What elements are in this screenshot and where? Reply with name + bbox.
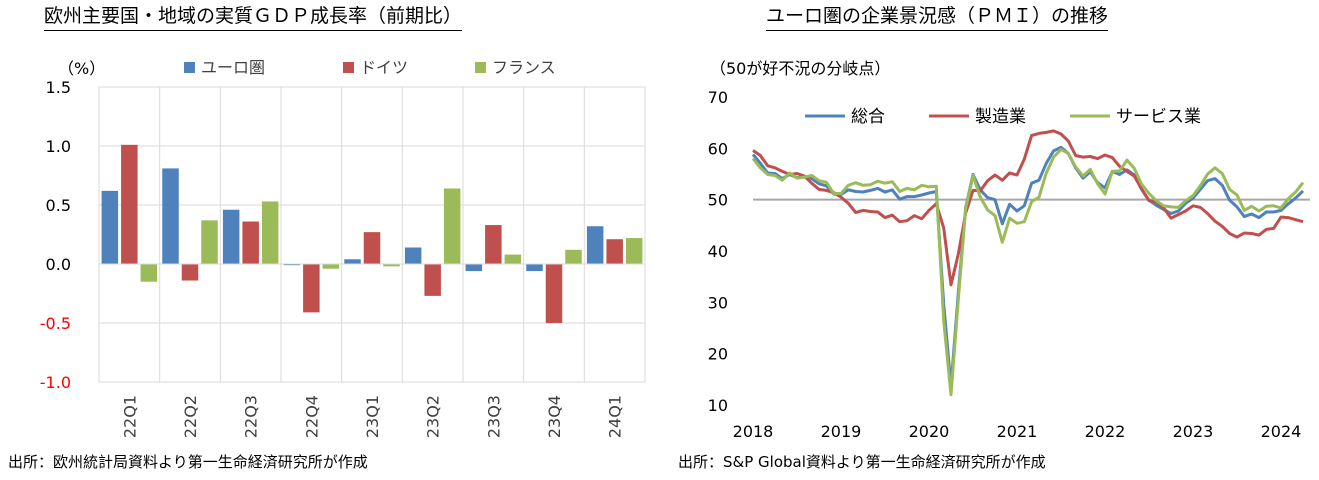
- legend-label: フランス: [492, 58, 556, 77]
- x-category-label: 24Q1: [606, 395, 625, 438]
- legend-swatch: [343, 62, 354, 73]
- bar: [261, 201, 279, 264]
- x-tick-label: 2018: [733, 422, 774, 441]
- bar: [283, 264, 301, 266]
- pmi-source-note: 出所：S&P Global資料より第一生命経済研究所が作成: [678, 453, 1046, 471]
- y-tick-label: 20: [708, 345, 728, 364]
- legend-swatch: [184, 62, 195, 73]
- y-tick-label: 0.5: [46, 196, 71, 215]
- legend-swatch: [475, 62, 486, 73]
- x-category-label: 23Q3: [484, 395, 503, 438]
- x-category-label: 22Q1: [120, 395, 139, 438]
- x-tick-label: 2020: [909, 422, 950, 441]
- bar: [383, 264, 400, 267]
- pmi-line-chart: 70 60 50 40 30 20 10 （50が好不況の分岐点） 2018 2019 2020 20…: [708, 59, 1310, 441]
- y-tick-label: 10: [708, 396, 728, 415]
- legend-label: ドイツ: [360, 58, 408, 77]
- legend-label: サービス業: [1116, 107, 1201, 127]
- x-tick-label: 2023: [1173, 422, 1214, 441]
- bar: [242, 221, 259, 264]
- x-tick-label: 2021: [997, 422, 1038, 441]
- bar: [586, 226, 604, 264]
- x-category-label: 22Q2: [181, 395, 200, 438]
- legend-label: ユーロ圏: [201, 58, 265, 77]
- y-tick-label: 40: [708, 242, 728, 261]
- y-tick-label: 0.0: [46, 255, 71, 274]
- gdp-chart-title: 欧州主要国・地域の実質ＧＤＰ成長率（前期比）: [44, 4, 463, 31]
- y-tick-label: 70: [708, 88, 728, 107]
- bar: [485, 225, 502, 264]
- bar: [121, 144, 138, 264]
- gdp-source-note: 出所：欧州統計局資料より第一生命経済研究所が作成: [8, 453, 368, 471]
- series-line: [752, 129, 1304, 287]
- y-tick-label: -1.0: [40, 373, 71, 392]
- y-tick-label: 30: [708, 293, 728, 312]
- pmi-chart-title: ユーロ圏の企業景況感（ＰＭＩ）の推移: [766, 4, 1109, 31]
- legend-label: 総合: [851, 107, 885, 127]
- gdp-growth-panel: 欧州主要国・地域の実質ＧＤＰ成長率（前期比） 1.5 1.0 0.5 0.0 -0.5 -…: [8, 4, 646, 471]
- series-line: [751, 145, 1305, 388]
- x-category-label: 22Q4: [302, 395, 321, 438]
- y-tick-label: -0.5: [40, 314, 71, 333]
- bar: [565, 249, 582, 264]
- bar: [181, 264, 199, 281]
- bar: [404, 247, 422, 264]
- bar: [140, 264, 158, 282]
- y-tick-label: 1.0: [46, 137, 71, 156]
- x-category-label: 23Q4: [545, 395, 564, 438]
- bar: [363, 232, 381, 264]
- gdp-bar-chart: 1.5 1.0 0.5 0.0 -0.5 -1.0 （%） 22Q1 22Q2 22Q3 22Q4 2…: [40, 58, 646, 438]
- bar: [504, 254, 522, 264]
- pmi-panel: ユーロ圏の企業景況感（ＰＭＩ）の推移 70 60 50 40 30 20 10 （50が好不況…: [660, 0, 1319, 480]
- legend-label: 製造業: [975, 107, 1026, 127]
- x-tick-label: 2022: [1085, 422, 1126, 441]
- x-category-label: 22Q3: [242, 395, 261, 438]
- bar: [162, 168, 179, 264]
- bar: [222, 209, 240, 264]
- y-tick-label: 50: [708, 191, 728, 210]
- x-category-label: 23Q1: [363, 395, 382, 438]
- bar: [526, 264, 543, 272]
- bar: [344, 259, 361, 264]
- y-tick-label: 1.5: [46, 78, 71, 97]
- x-category-label: 23Q2: [424, 395, 443, 438]
- x-tick-label: 2019: [821, 422, 862, 441]
- y-axis-unit-label: （50が好不況の分岐点）: [710, 59, 890, 78]
- bar: [201, 220, 218, 264]
- bar: [545, 264, 563, 323]
- bar: [424, 264, 441, 296]
- series-line: [751, 147, 1305, 397]
- y-axis-unit-label: （%）: [58, 59, 105, 78]
- bar: [625, 238, 643, 264]
- x-tick-label: 2024: [1261, 422, 1302, 441]
- y-tick-label: 60: [708, 139, 728, 158]
- bar: [303, 264, 320, 313]
- bar: [606, 239, 623, 264]
- bar: [465, 264, 483, 272]
- bar: [322, 264, 340, 269]
- bar: [443, 188, 461, 264]
- bar: [101, 190, 119, 264]
